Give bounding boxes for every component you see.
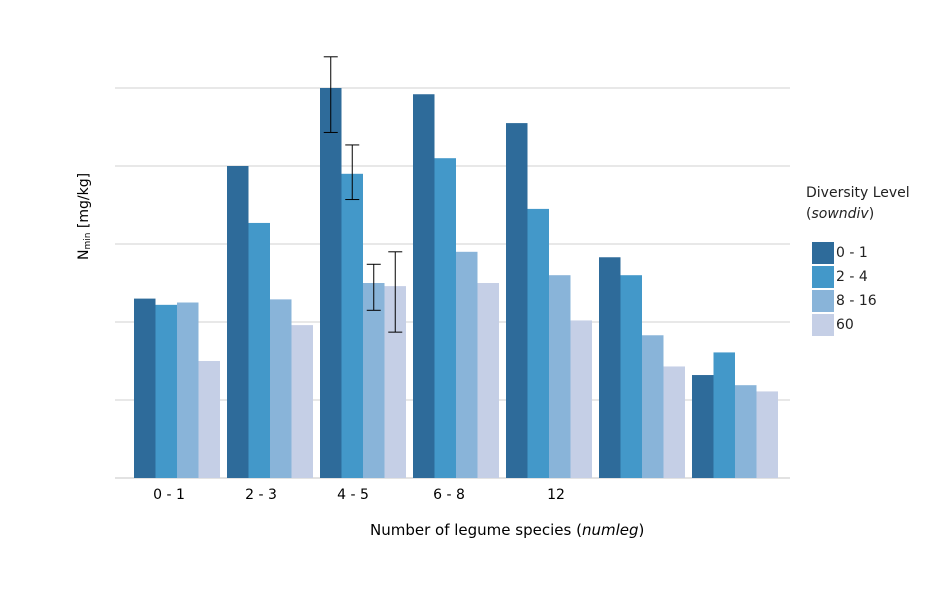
- legend: Diversity Level (sowndiv) 0 - 1 2 - 4 8 - …: [806, 183, 910, 337]
- bar: [198, 361, 220, 478]
- bar: [506, 123, 528, 478]
- bar: [620, 275, 642, 478]
- bar: [363, 283, 385, 478]
- bar: [713, 352, 735, 478]
- bar: [527, 208, 549, 478]
- bars: [134, 88, 778, 479]
- bar: [599, 257, 621, 478]
- bar: [549, 275, 571, 478]
- bar: [413, 94, 435, 479]
- legend-label: 8 - 16: [836, 293, 877, 309]
- x-tick-label: 12: [547, 487, 565, 503]
- error-bar: [323, 56, 338, 133]
- error-bar: [366, 263, 381, 311]
- bar: [227, 166, 249, 478]
- legend-swatch: [812, 242, 834, 264]
- legend-swatch: [812, 266, 834, 288]
- bar: [384, 286, 406, 478]
- x-axis-label: Number of legume species (numleg): [370, 521, 645, 539]
- legend-item: 0 - 1: [806, 241, 910, 265]
- bar: [434, 158, 456, 478]
- bar: [248, 222, 270, 478]
- bar: [735, 385, 757, 478]
- x-tick-label: 0 - 1: [153, 487, 185, 503]
- legend-item: 60: [806, 313, 910, 337]
- legend-title: Diversity Level (sowndiv): [806, 185, 910, 222]
- bar: [456, 251, 478, 478]
- legend-label: 2 - 4: [836, 269, 868, 285]
- bar: [663, 366, 685, 478]
- legend-items: 0 - 1 2 - 4 8 - 16 60: [806, 241, 910, 337]
- legend-label: 60: [836, 317, 854, 333]
- error-bar: [388, 251, 403, 333]
- legend-swatch: [812, 314, 834, 336]
- legend-item: 2 - 4: [806, 265, 910, 289]
- error-bars: [323, 56, 403, 333]
- legend-swatch: [812, 290, 834, 312]
- legend-item: 8 - 16: [806, 289, 910, 313]
- bar: [177, 302, 199, 478]
- bar: [320, 88, 342, 478]
- bar: [756, 391, 778, 478]
- bar: [341, 173, 363, 479]
- bar: [642, 335, 664, 478]
- x-tick-label: 6 - 8: [433, 487, 465, 503]
- bar: [291, 325, 313, 478]
- bar: [155, 304, 177, 478]
- error-bar: [345, 144, 360, 201]
- x-tick-labels: 0 - 1 2 - 3 4 - 5 6 - 8 12: [153, 487, 565, 503]
- bar: [270, 299, 292, 478]
- x-tick-label: 4 - 5: [337, 487, 369, 503]
- y-axis-label: Nmin [mg/kg]: [76, 172, 93, 260]
- legend-label: 0 - 1: [836, 245, 868, 261]
- bar: [570, 320, 592, 478]
- bar: [477, 283, 499, 478]
- x-tick-label: 2 - 3: [245, 487, 277, 503]
- bar: [692, 375, 714, 478]
- bar: [134, 298, 156, 478]
